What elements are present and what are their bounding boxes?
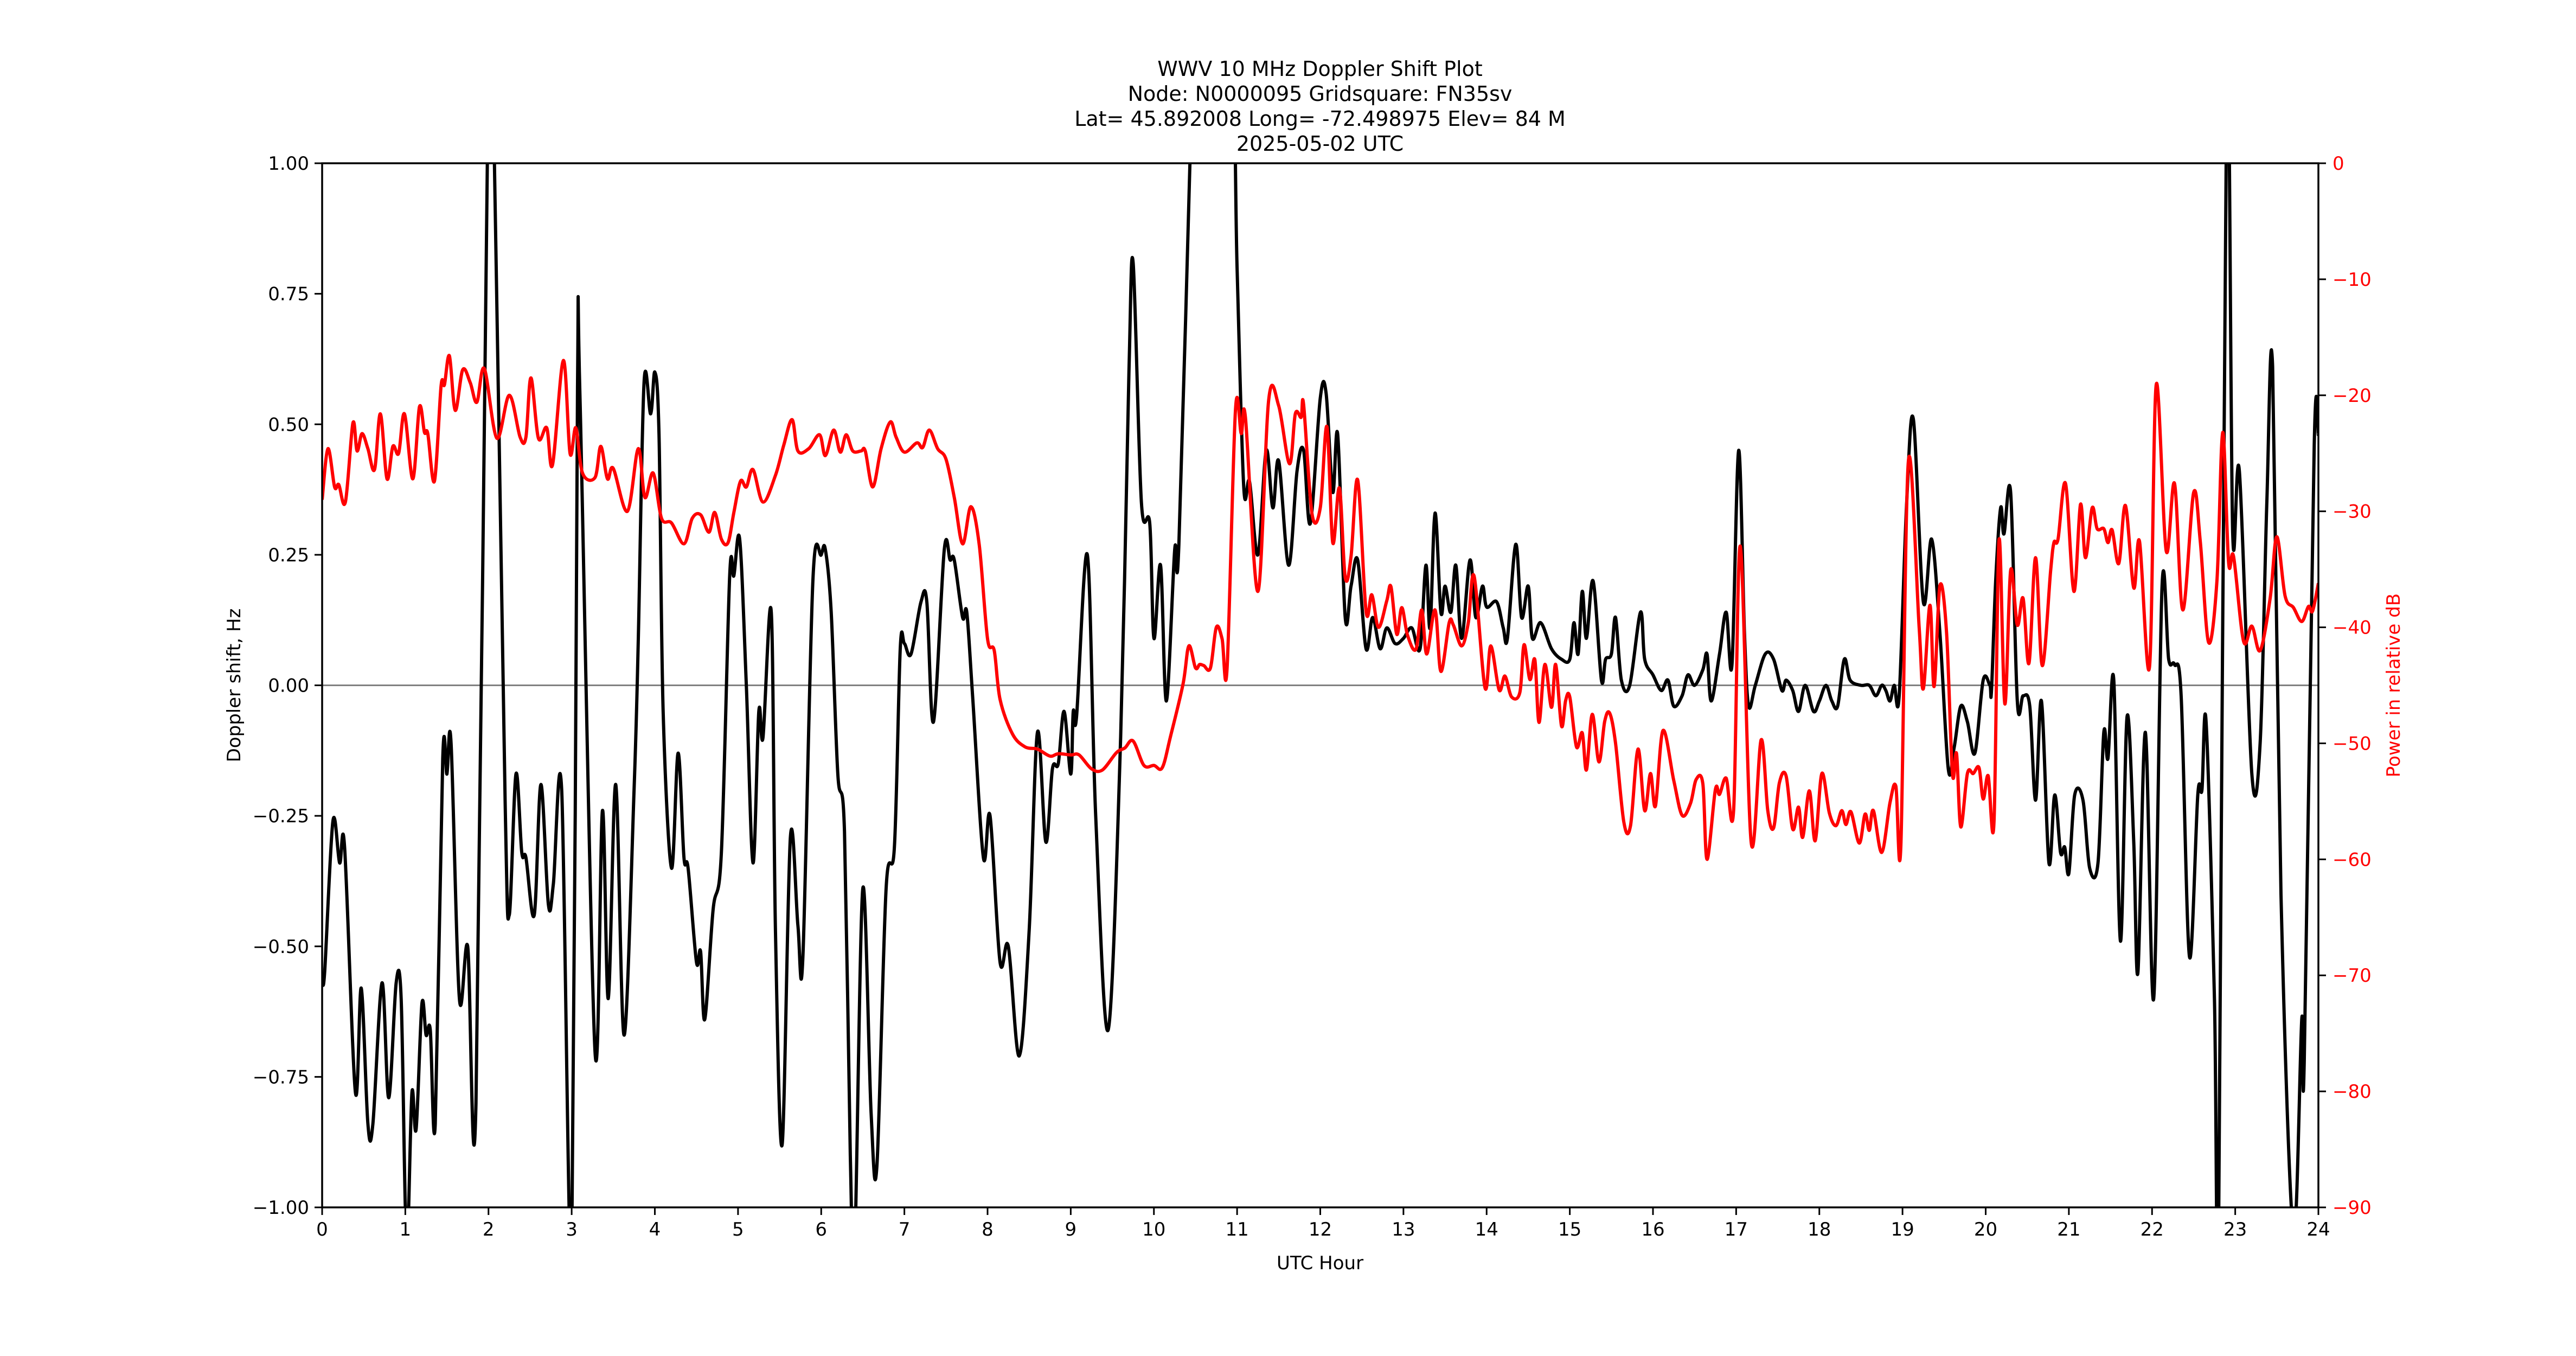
x-tick-label: 2 bbox=[483, 1219, 495, 1240]
x-tick-label: 3 bbox=[566, 1219, 578, 1240]
x-tick-label: 8 bbox=[982, 1219, 994, 1240]
x-tick-label: 21 bbox=[2057, 1219, 2080, 1240]
x-tick-label: 19 bbox=[1891, 1219, 1914, 1240]
x-tick-label: 15 bbox=[1558, 1219, 1581, 1240]
x-tick-label: 23 bbox=[2223, 1219, 2247, 1240]
power-db-line bbox=[322, 354, 2318, 862]
y-tick-label-left: −0.50 bbox=[253, 936, 309, 958]
chart-title: WWV 10 MHz Doppler Shift Plot Node: N000… bbox=[1074, 57, 1566, 156]
title-line-2: Node: N0000095 Gridsquare: FN35sv bbox=[1128, 82, 1513, 106]
y-axis-doppler: 1.00 0.75 0.50 0.25 0.00 −0.25 −0.50 −0.75 −1.00 bbox=[253, 153, 322, 1219]
y-tick-label-right: −30 bbox=[2333, 501, 2372, 523]
x-tick-label: 11 bbox=[1225, 1219, 1248, 1240]
x-tick-label: 4 bbox=[649, 1219, 661, 1240]
y-tick-label-left: 0.00 bbox=[268, 675, 309, 697]
y-tick-label-left: −0.25 bbox=[253, 805, 309, 827]
y-tick-label-left: 0.50 bbox=[268, 414, 309, 436]
x-tick-label: 13 bbox=[1392, 1219, 1415, 1240]
x-tick-label: 12 bbox=[1309, 1219, 1332, 1240]
y-axis-power: 0 −10 −20 −30 −40 −50 −60 −70 −80 −90 bbox=[2318, 153, 2372, 1219]
y-tick-label-right: −60 bbox=[2333, 849, 2372, 871]
x-tick-label: 5 bbox=[732, 1219, 744, 1240]
title-line-3: Lat= 45.892008 Long= -72.498975 Elev= 84… bbox=[1074, 107, 1566, 131]
y-tick-label-right: −70 bbox=[2333, 965, 2372, 987]
y-tick-label-left: −1.00 bbox=[253, 1197, 309, 1219]
y-tick-label-left: 0.75 bbox=[268, 284, 309, 305]
y-tick-label-left: 1.00 bbox=[268, 153, 309, 175]
title-line-4: 2025-05-02 UTC bbox=[1236, 132, 1404, 156]
y-tick-label-right: −40 bbox=[2333, 617, 2372, 639]
y-tick-label-right: −80 bbox=[2333, 1081, 2372, 1103]
x-axis: 0 1 2 3 4 5 6 7 8 9 10 11 12 13 14 15 16 17 18 19 20 21 22 23 24 bbox=[316, 1207, 2330, 1240]
doppler-shift-line bbox=[322, 163, 2318, 1207]
x-tick-label: 1 bbox=[400, 1219, 412, 1240]
y-tick-label-right: −20 bbox=[2333, 385, 2372, 407]
y-axis-label-right: Power in relative dB bbox=[2383, 593, 2405, 777]
y-tick-label-right: −10 bbox=[2333, 269, 2372, 291]
x-tick-label: 20 bbox=[1974, 1219, 1997, 1240]
x-axis-label: UTC Hour bbox=[1277, 1252, 1363, 1274]
y-tick-label-right: −50 bbox=[2333, 733, 2372, 754]
x-tick-label: 6 bbox=[815, 1219, 827, 1240]
x-tick-label: 16 bbox=[1641, 1219, 1664, 1240]
y-tick-label-right: 0 bbox=[2333, 153, 2344, 175]
x-tick-label: 10 bbox=[1142, 1219, 1165, 1240]
y-tick-label-left: −0.75 bbox=[253, 1066, 309, 1088]
x-tick-label: 24 bbox=[2306, 1219, 2330, 1240]
y-tick-label-right: −90 bbox=[2333, 1197, 2372, 1219]
x-tick-label: 22 bbox=[2141, 1219, 2164, 1240]
x-tick-label: 18 bbox=[1808, 1219, 1831, 1240]
x-tick-label: 0 bbox=[316, 1219, 328, 1240]
x-tick-label: 17 bbox=[1725, 1219, 1748, 1240]
title-line-1: WWV 10 MHz Doppler Shift Plot bbox=[1157, 57, 1483, 81]
x-tick-label: 7 bbox=[899, 1219, 911, 1240]
x-tick-label: 9 bbox=[1065, 1219, 1077, 1240]
y-tick-label-left: 0.25 bbox=[268, 545, 309, 566]
y-axis-label-left: Doppler shift, Hz bbox=[223, 609, 245, 763]
x-tick-label: 14 bbox=[1475, 1219, 1498, 1240]
